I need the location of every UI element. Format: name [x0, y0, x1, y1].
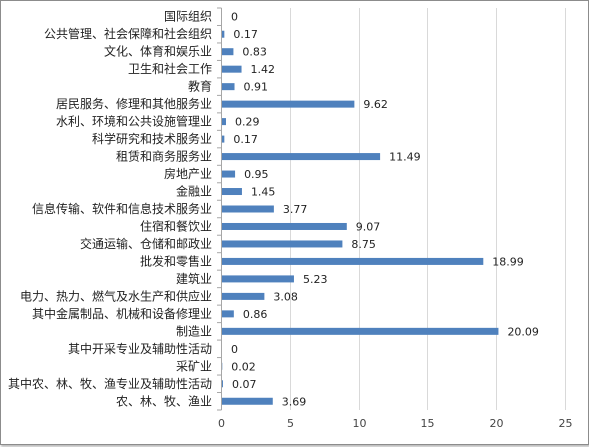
value-label: 20.09 [507, 325, 539, 338]
value-label: 9.07 [356, 220, 381, 233]
value-label: 0.07 [232, 378, 257, 391]
value-label: 0.29 [235, 116, 259, 129]
value-label: 1.45 [251, 186, 276, 199]
value-label: 3.77 [283, 203, 308, 216]
bar [222, 170, 236, 178]
category-label: 电力、热力、燃气及水生产和供应业 [20, 288, 212, 303]
category-label: 文化、体育和娱乐业 [104, 44, 212, 59]
category-label: 教育 [188, 79, 212, 94]
category-label: 农、林、牧、渔业 [116, 394, 212, 408]
category-label: 采矿业 [176, 359, 212, 373]
category-label: 信息传输、软件和信息技术服务业 [32, 201, 212, 216]
bar [222, 135, 225, 143]
category-label: 国际组织 [164, 10, 212, 24]
bar [222, 310, 234, 318]
x-tick-labels: 0 5 10 15 20 25 [218, 417, 573, 430]
category-label: 交通运输、仓储和邮政业 [80, 236, 212, 251]
value-label: 9.62 [363, 98, 388, 111]
category-label: 公共管理、社会保障和社会组织 [44, 26, 212, 41]
value-label: 0.91 [244, 81, 269, 94]
bar [222, 30, 225, 38]
x-tick-label: 20 [490, 417, 504, 430]
category-label: 其中金属制品、机械和设备修理业 [32, 306, 212, 321]
value-label: 3.69 [282, 395, 307, 408]
category-labels: 国际组织公共管理、社会保障和社会组织文化、体育和娱乐业卫生和社会工作教育居民服务… [8, 10, 212, 409]
x-tick-label: 15 [421, 417, 435, 430]
bar [222, 205, 274, 213]
value-label: 3.08 [273, 290, 298, 303]
bar [222, 83, 235, 91]
x-tick-label: 10 [353, 417, 367, 430]
bar [222, 397, 273, 405]
category-label: 租赁和商务服务业 [116, 149, 212, 164]
bar [222, 222, 347, 230]
category-label: 房地产业 [164, 166, 212, 181]
bar [222, 257, 484, 265]
value-label: 5.23 [303, 273, 328, 286]
value-label: 0.17 [233, 133, 258, 146]
category-label: 卫生和社会工作 [128, 61, 212, 76]
value-label: 0 [231, 343, 238, 356]
category-label: 其中开采专业及辅助性活动 [68, 341, 212, 356]
value-label: 0.83 [242, 46, 266, 59]
value-label: 11.49 [389, 151, 421, 164]
bar [222, 48, 234, 56]
value-label: 0.17 [233, 28, 258, 41]
category-label: 金融业 [176, 184, 212, 199]
value-label: 0 [231, 11, 238, 24]
value-labels: 0 0.17 0.83 1.42 0.91 9.62 0.29 0.17 11.49 0.95 1.… [231, 11, 539, 409]
bar [222, 118, 226, 126]
category-label: 住宿和餐饮业 [140, 218, 212, 233]
bar [222, 275, 294, 283]
bars [222, 30, 499, 405]
bar [222, 100, 355, 108]
bar [222, 65, 242, 73]
y-axis [217, 7, 222, 411]
category-label: 科学研究和技术服务业 [92, 131, 212, 146]
value-label: 0.86 [243, 308, 268, 321]
gridlines [290, 8, 566, 410]
x-tick-label: 25 [559, 417, 573, 430]
bar [222, 240, 343, 248]
value-label: 1.42 [251, 63, 275, 76]
x-tick-label: 0 [218, 417, 225, 430]
value-label: 18.99 [492, 255, 524, 268]
category-label: 制造业 [176, 324, 212, 338]
bar [222, 327, 499, 335]
value-label: 0.02 [231, 360, 256, 373]
value-label: 8.75 [351, 238, 376, 251]
category-label: 其中农、林、牧、渔专业及辅助性活动 [8, 376, 212, 391]
bar [222, 188, 242, 196]
bar [222, 153, 381, 161]
x-tick-label: 5 [287, 417, 294, 430]
value-label: 0.95 [244, 168, 269, 181]
bar [222, 292, 265, 300]
category-label: 批发和零售业 [140, 253, 212, 268]
category-label: 居民服务、修理和其他服务业 [56, 96, 212, 111]
category-label: 水利、环境和公共设施管理业 [56, 114, 212, 129]
bar [222, 380, 223, 388]
category-label: 建筑业 [176, 271, 212, 286]
